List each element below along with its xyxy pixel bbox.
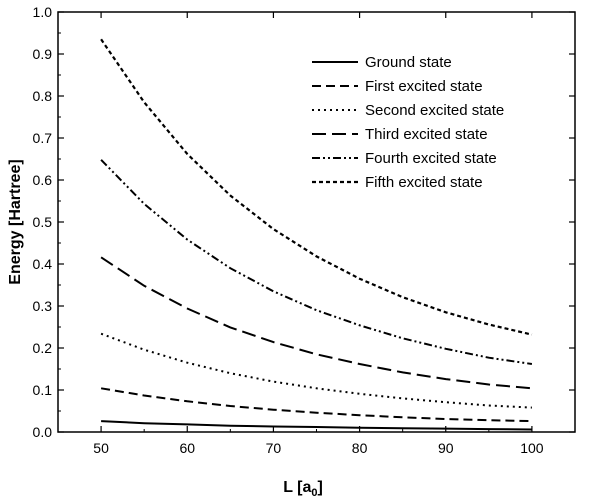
- legend: Ground state First excited state Second ex…: [312, 54, 504, 191]
- y-tick-label: 0.9: [33, 46, 53, 62]
- y-tick-label: 0.1: [33, 382, 53, 398]
- y-tick-label: 0.6: [33, 172, 53, 188]
- y-tick-label: 1.0: [33, 4, 53, 20]
- legend-label-6: Fifth excited state: [365, 174, 483, 191]
- series-line-4: [100, 256, 532, 390]
- y-tick-label: 0.8: [33, 88, 53, 104]
- series-line-1: [101, 420, 532, 431]
- x-tick-label: 60: [179, 440, 195, 456]
- x-axis-ticks: 50 60 70 80 90 100: [93, 12, 544, 456]
- y-tick-label: 0.7: [33, 130, 53, 146]
- legend-label-4: Third excited state: [365, 126, 488, 143]
- y-tick-label: 0.2: [33, 340, 53, 356]
- plot-area-border: [57, 11, 576, 433]
- x-tick-label: 50: [93, 440, 109, 456]
- y-tick-label: 0.5: [33, 214, 53, 230]
- legend-label-2: First excited state: [365, 78, 483, 95]
- y-tick-label: 0.0: [33, 424, 53, 440]
- y-tick-label: 0.4: [33, 256, 53, 272]
- legend-label-5: Fourth excited state: [365, 150, 497, 167]
- y-axis-title: Energy [Hartree]: [7, 159, 24, 284]
- x-tick-label: 90: [438, 440, 454, 456]
- x-tick-label: 80: [352, 440, 368, 456]
- series-lines: [100, 38, 533, 431]
- plot-frame: [57, 11, 576, 433]
- series-line-2: [100, 387, 532, 423]
- x-axis-title: L [a0]: [283, 479, 323, 499]
- y-tick-label: 0.3: [33, 298, 53, 314]
- x-tick-label: 70: [266, 440, 282, 456]
- y-axis-ticks: 0.0 0.1 0.2 0.3 0.4 0.5 0.6 0.7 0.8 0.9 1.0: [33, 4, 575, 440]
- series-line-3: [100, 332, 532, 409]
- legend-label-3: Second excited state: [365, 102, 504, 119]
- x-tick-label: 100: [520, 440, 544, 456]
- series-line-6: [100, 38, 533, 336]
- legend-label-1: Ground state: [365, 54, 452, 71]
